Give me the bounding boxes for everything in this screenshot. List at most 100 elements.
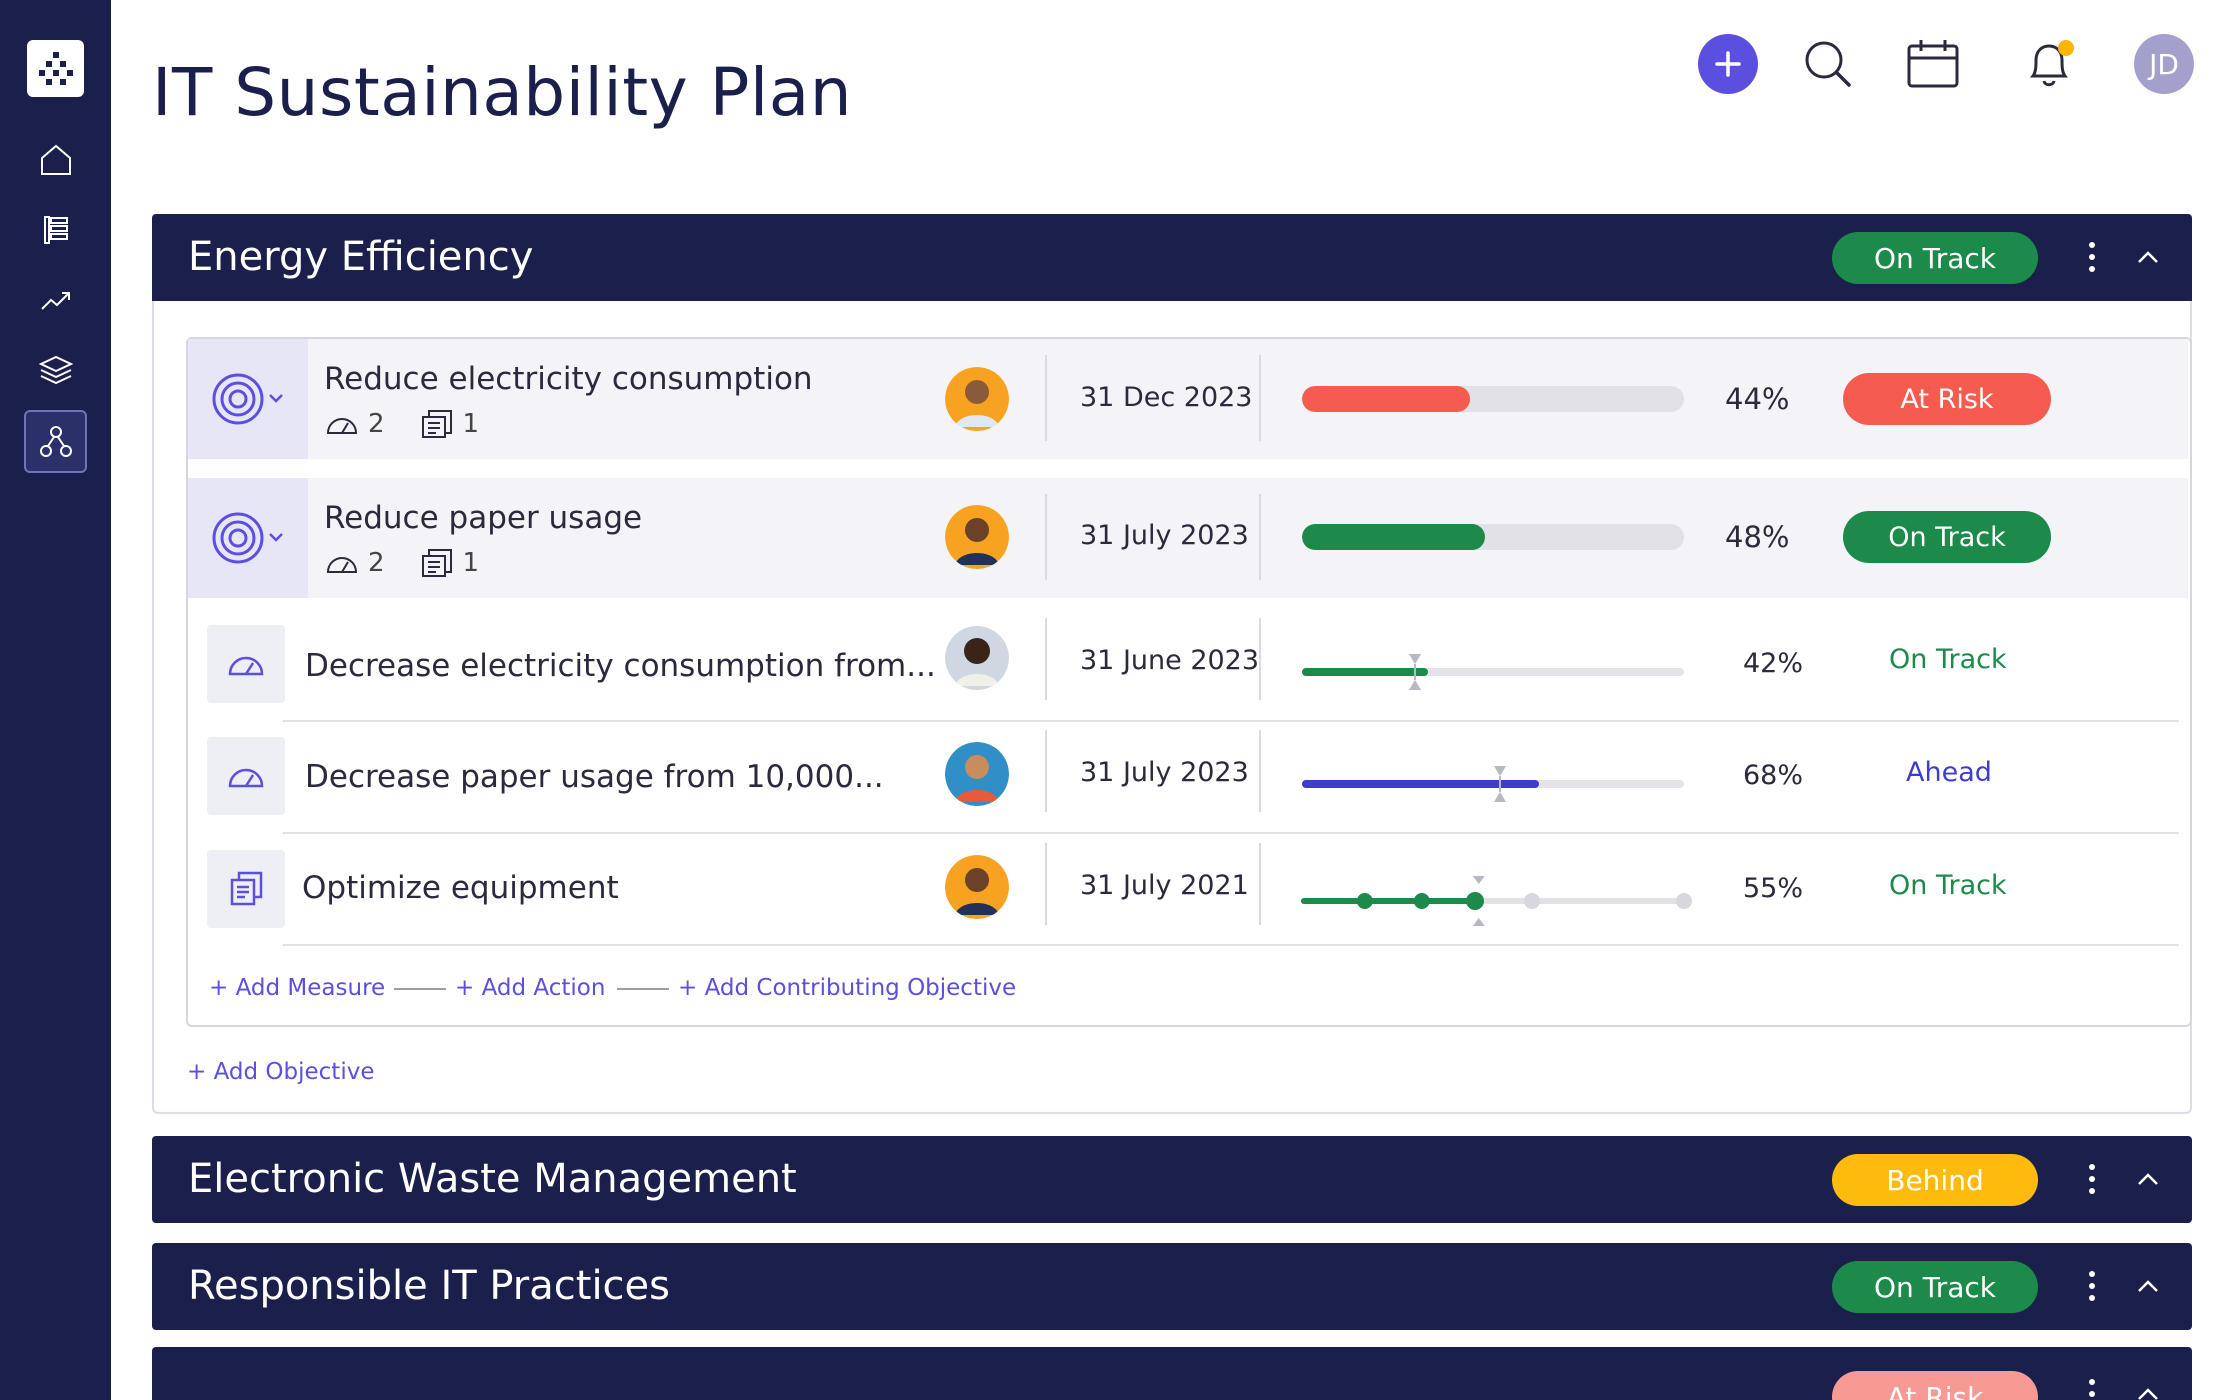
- step-point: [1413, 893, 1430, 909]
- section-collapse-button[interactable]: [2128, 1156, 2168, 1202]
- step-point: [1676, 893, 1692, 909]
- layers-icon: [38, 355, 73, 384]
- add-measure-link[interactable]: + Add Measure: [209, 975, 386, 1001]
- section-collapse-button[interactable]: [2128, 234, 2168, 280]
- section-header-responsible-it[interactable]: Responsible IT Practices On Track: [152, 1243, 2192, 1330]
- kebab-icon: [2089, 242, 2095, 272]
- hierarchy-icon: [39, 425, 72, 457]
- action-type-icon-box: [207, 850, 285, 928]
- section-header-energy-efficiency[interactable]: Energy Efficiency On Track: [152, 214, 2192, 301]
- nav-list[interactable]: [24, 198, 87, 261]
- nav-hierarchy[interactable]: [24, 410, 87, 473]
- section-collapse-button[interactable]: [2128, 1263, 2168, 1309]
- measure-progress-bar: [1302, 668, 1684, 676]
- chevron-up-icon: [2138, 1173, 2158, 1185]
- measure-count: 2: [368, 548, 385, 578]
- objective-status-badge[interactable]: At Risk: [1843, 373, 2051, 425]
- section-status-badge: On Track: [1832, 1261, 2038, 1313]
- step-point: [1524, 893, 1540, 909]
- section-status-badge: At Risk: [1832, 1371, 2038, 1400]
- app-logo[interactable]: [27, 40, 84, 97]
- target-marker-icon: [1409, 654, 1421, 690]
- section-collapse-button[interactable]: [2128, 1371, 2168, 1400]
- add-action-link[interactable]: + Add Action: [455, 975, 606, 1001]
- nav-home[interactable]: [24, 128, 87, 191]
- section-menu-button[interactable]: [2072, 1371, 2112, 1400]
- objective-title: Reduce electricity consumption: [324, 361, 813, 397]
- section-header-partial[interactable]: At Risk: [152, 1347, 2192, 1400]
- action-title[interactable]: Optimize equipment: [302, 870, 619, 906]
- action-icon: [230, 871, 263, 906]
- chevron-up-icon: [2138, 1280, 2158, 1292]
- logo-icon: [38, 51, 73, 85]
- gauge-icon: [228, 768, 264, 788]
- search-button[interactable]: [1798, 34, 1858, 94]
- measure-count: 2: [368, 409, 385, 439]
- section-status-badge: Behind: [1832, 1154, 2038, 1206]
- objective-type-toggle[interactable]: [188, 478, 308, 598]
- step-point: [1466, 892, 1484, 910]
- section-header-electronic-waste[interactable]: Electronic Waste Management Behind: [152, 1136, 2192, 1223]
- objective-due-date: 31 July 2023: [1080, 520, 1249, 551]
- owner-avatar[interactable]: [945, 855, 1009, 919]
- gauge-icon: [228, 656, 264, 676]
- trend-icon: [40, 291, 70, 310]
- measure-status: Ahead: [1906, 757, 1992, 788]
- bell-icon: [2030, 40, 2074, 87]
- calendar-button[interactable]: [1903, 34, 1963, 94]
- user-avatar[interactable]: JD: [2134, 34, 2194, 94]
- objective-percent: 44%: [1725, 382, 1790, 416]
- objective-type-toggle[interactable]: [188, 339, 308, 459]
- objective-title: Reduce paper usage: [324, 500, 643, 536]
- target-marker-icon: [1494, 766, 1506, 802]
- owner-avatar[interactable]: [945, 742, 1009, 806]
- objective-status-badge[interactable]: On Track: [1843, 511, 2051, 563]
- search-icon: [1805, 41, 1851, 87]
- target-icon: [212, 512, 283, 564]
- measure-due-date: 31 June 2023: [1080, 645, 1260, 676]
- action-count: 1: [462, 548, 480, 578]
- action-icon: [421, 410, 452, 438]
- owner-avatar[interactable]: [945, 367, 1009, 431]
- plus-icon: [1715, 51, 1741, 77]
- measure-status: On Track: [1889, 644, 2007, 675]
- objective-meta: 2 1: [324, 409, 479, 439]
- section-title: Electronic Waste Management: [188, 1156, 797, 1202]
- objective-progress-bar: [1302, 524, 1684, 550]
- list-icon: [43, 215, 68, 244]
- measure-title[interactable]: Decrease paper usage from 10,000...: [305, 759, 884, 795]
- action-step-progress: [1301, 876, 1692, 926]
- action-status: On Track: [1889, 870, 2007, 901]
- nav-trends[interactable]: [24, 268, 87, 331]
- target-icon: [212, 373, 283, 425]
- add-objective-link[interactable]: + Add Objective: [187, 1059, 375, 1085]
- owner-avatar[interactable]: [945, 626, 1009, 690]
- chevron-up-icon: [2138, 1388, 2158, 1400]
- gauge-icon: [326, 557, 358, 573]
- section-menu-button[interactable]: [2072, 1263, 2112, 1309]
- chevron-up-icon: [2138, 251, 2158, 263]
- measure-title[interactable]: Decrease electricity consumption from...: [305, 648, 936, 684]
- measure-type-icon-box: [207, 737, 285, 815]
- measure-percent: 42%: [1743, 648, 1804, 679]
- nav-layers[interactable]: [24, 338, 87, 401]
- home-icon: [40, 144, 71, 175]
- sidebar: [0, 0, 111, 1400]
- section-status-badge: On Track: [1832, 232, 2038, 284]
- add-button[interactable]: [1698, 34, 1758, 94]
- objective-meta: 2 1: [324, 548, 479, 578]
- owner-avatar[interactable]: [945, 505, 1009, 569]
- action-due-date: 31 July 2021: [1080, 870, 1249, 901]
- measure-type-icon-box: [207, 625, 285, 703]
- action-icon: [421, 549, 452, 577]
- section-menu-button[interactable]: [2072, 234, 2112, 280]
- notifications-button[interactable]: [2020, 34, 2080, 94]
- measure-progress-bar: [1302, 780, 1684, 788]
- measure-percent: 68%: [1743, 760, 1804, 791]
- objective-frame: [186, 337, 2192, 1027]
- objective-due-date: 31 Dec 2023: [1080, 382, 1253, 413]
- add-contributing-objective-link[interactable]: + Add Contributing Objective: [678, 975, 1017, 1001]
- page-title: IT Sustainability Plan: [152, 54, 853, 131]
- measure-due-date: 31 July 2023: [1080, 757, 1249, 788]
- section-menu-button[interactable]: [2072, 1156, 2112, 1202]
